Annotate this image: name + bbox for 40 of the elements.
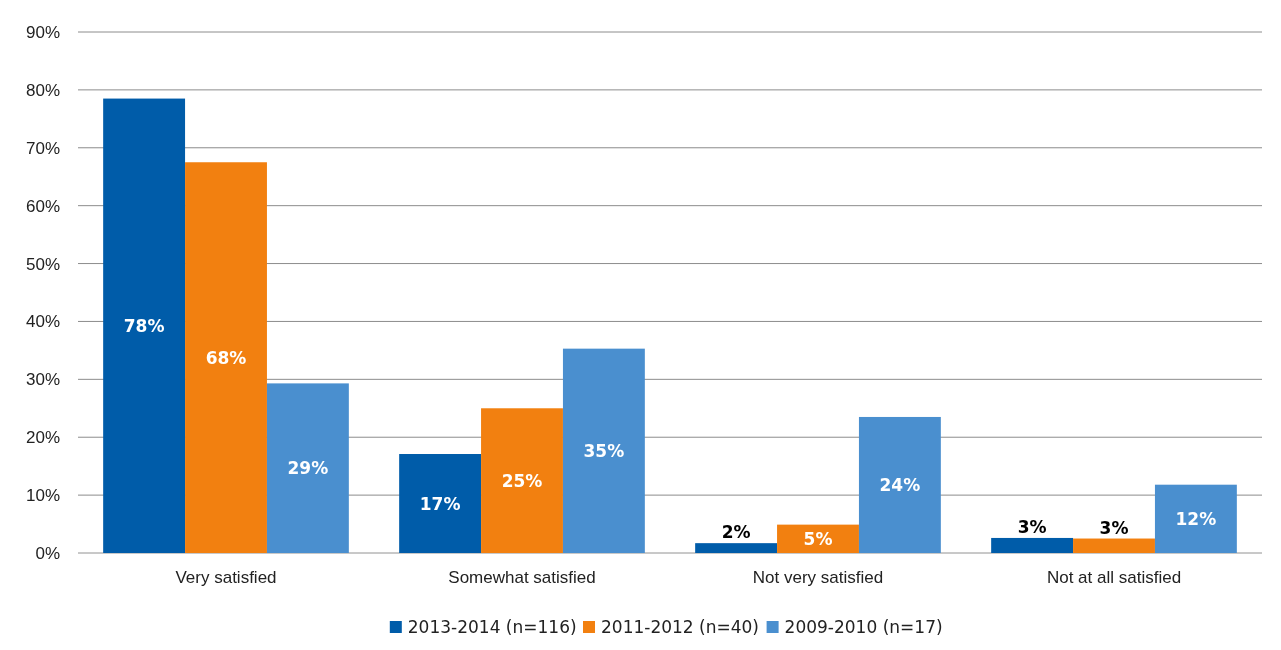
- bar: [562, 348, 645, 553]
- bar: [399, 454, 482, 553]
- data-label: 3%: [1099, 517, 1129, 538]
- data-label: 2%: [721, 522, 751, 543]
- bar: [1073, 538, 1155, 553]
- y-tick-label: 70%: [25, 138, 60, 158]
- data-label: 5%: [803, 528, 833, 549]
- legend-label: 2011-2012 (n=40): [601, 617, 759, 637]
- bar: [1154, 484, 1237, 553]
- data-label: 29%: [287, 458, 329, 479]
- y-tick-label: 10%: [25, 486, 60, 506]
- bar: [266, 383, 349, 553]
- data-label: 12%: [1175, 508, 1217, 529]
- data-label: 3%: [1017, 516, 1047, 537]
- bar: [695, 543, 778, 553]
- data-label: 68%: [205, 347, 247, 368]
- y-tick-label: 0%: [35, 543, 60, 563]
- bar: [858, 416, 941, 553]
- data-label: 25%: [501, 470, 543, 491]
- data-label: 35%: [583, 440, 625, 461]
- bar: [103, 98, 186, 553]
- y-tick-label: 60%: [25, 196, 60, 216]
- data-label: 78%: [123, 315, 165, 336]
- x-tick-label: Very satisfied: [175, 568, 277, 588]
- y-tick-label: 40%: [25, 312, 60, 332]
- x-tick-label: Not very satisfied: [752, 568, 884, 588]
- y-tick-label: 50%: [25, 254, 60, 274]
- y-tick-label: 90%: [25, 22, 60, 42]
- bar: [481, 408, 563, 553]
- data-label: 17%: [419, 493, 461, 514]
- data-label: 24%: [879, 474, 921, 495]
- bar: [991, 537, 1074, 553]
- x-tick-label: Not at all satisfied: [1046, 568, 1182, 588]
- legend-label: 2009-2010 (n=17): [784, 617, 943, 637]
- legend-label: 2013-2014 (n=116): [407, 617, 577, 637]
- y-tick-label: 80%: [25, 80, 60, 100]
- y-tick-label: 30%: [25, 370, 60, 390]
- x-tick-label: Somewhat satisfied: [448, 568, 596, 588]
- bar: [185, 162, 267, 553]
- y-tick-label: 20%: [25, 428, 60, 448]
